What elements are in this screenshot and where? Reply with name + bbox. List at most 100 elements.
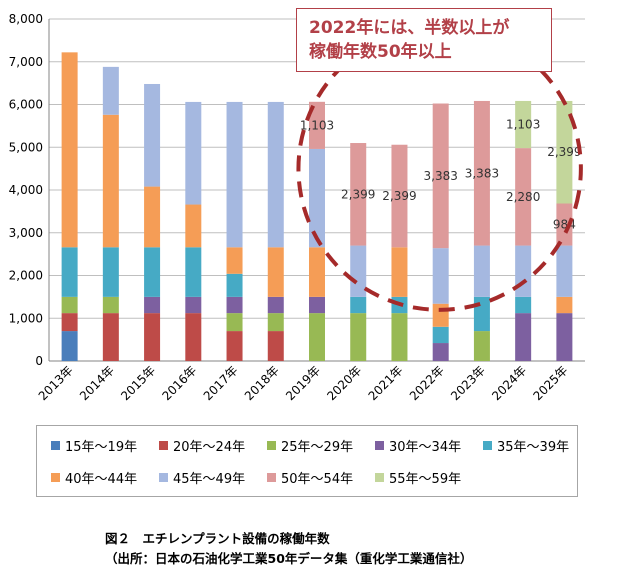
- bar-segment: [226, 247, 243, 274]
- figure-source: （出所：日本の石油化学工業50年データ集（重化学工業通信社）: [105, 551, 473, 566]
- legend-label: 15年～19年: [65, 440, 138, 455]
- bar-segment: [102, 114, 119, 248]
- bar-segment: [226, 101, 243, 248]
- x-tick-label: 2014年: [77, 363, 117, 403]
- bar-segment: [515, 245, 532, 297]
- y-tick-label: 8,000: [9, 12, 43, 26]
- bar-segment: [267, 313, 284, 332]
- bar-segment: [515, 313, 532, 361]
- legend-swatch: [159, 473, 168, 482]
- legend-swatch: [267, 473, 276, 482]
- bar-segment: [102, 313, 119, 361]
- bar-segment: [102, 296, 119, 314]
- bar-segment: [185, 247, 202, 297]
- bar-segment: [144, 83, 161, 187]
- figure-caption: 図２ エチレンプラント設備の稼働年数: [105, 531, 330, 546]
- bar-segment: [473, 245, 490, 297]
- stacked-bar-chart: 0 1,000 2,000 3,000 4,000 5,000 6,000 7,000 8,00…: [9, 12, 585, 403]
- bar-segment: [473, 331, 490, 361]
- bar-segment: [391, 144, 408, 248]
- y-tick-label: 6,000: [9, 98, 43, 112]
- legend-item: 30年～34年: [375, 436, 461, 455]
- bar-segment: [556, 100, 573, 204]
- bar-segment: [350, 143, 367, 246]
- bar-segment: [185, 101, 202, 205]
- bar-segment: [185, 204, 202, 248]
- legend-item: 50年～54年: [267, 468, 353, 487]
- bar-segment: [309, 247, 325, 297]
- bar-segment: [102, 247, 119, 297]
- bar-segment: [515, 296, 532, 314]
- legend-label: 55年～59年: [389, 472, 462, 487]
- chart-legend: 15年～19年 20年～24年 25年～29年 30年～34年 35年～39年 40年～4…: [36, 425, 578, 497]
- chart-area: 0 1,000 2,000 3,000 4,000 5,000 6,000 7,000 8,00…: [9, 12, 585, 403]
- bar-segment: [350, 245, 367, 297]
- bar-segment: [61, 313, 78, 332]
- bar-segment: [185, 296, 202, 314]
- x-tick-label: 2020年: [324, 363, 364, 403]
- x-tick-label: 2013年: [36, 363, 76, 403]
- annotation-callout: 2022年には、半数以上が 稼働年数50年以上: [296, 8, 552, 72]
- bar-segment: [61, 296, 78, 314]
- bar-segment: [556, 313, 573, 361]
- legend-item: 25年～29年: [267, 436, 353, 455]
- bar-segment: [473, 100, 490, 246]
- legend-swatch: [51, 441, 60, 450]
- legend-label: 30年～34年: [389, 440, 462, 455]
- callout-line-1: 2022年には、半数以上が: [309, 18, 510, 38]
- legend-label: 20年～24年: [173, 440, 246, 455]
- x-tick-label: 2018年: [242, 363, 282, 403]
- bar-segment: [350, 313, 367, 361]
- legend-label: 45年～49年: [173, 472, 246, 487]
- data-label: 2,399: [547, 145, 581, 159]
- data-label: 3,383: [424, 169, 458, 183]
- bar-segment: [350, 296, 367, 314]
- x-tick-label: 2023年: [448, 363, 488, 403]
- bar-segment: [61, 247, 78, 297]
- x-tick-label: 2017年: [201, 363, 241, 403]
- legend-item: 35年～39年: [483, 436, 569, 455]
- legend-item: 15年～19年: [51, 436, 137, 455]
- y-tick-label: 5,000: [9, 140, 43, 154]
- legend-item: 20年～24年: [159, 436, 245, 455]
- bar-segment: [226, 313, 243, 332]
- legend-swatch: [51, 473, 60, 482]
- legend-label: 40年～44年: [65, 472, 138, 487]
- data-label: 1,103: [300, 118, 334, 132]
- bar-segment: [267, 296, 284, 314]
- x-tick-label: 2022年: [407, 363, 447, 403]
- bar-segment: [267, 101, 284, 248]
- y-tick-label: 4,000: [9, 183, 43, 197]
- bar-segment: [556, 296, 573, 314]
- bar-segment: [391, 247, 408, 297]
- data-label: 2,399: [341, 187, 375, 201]
- bar-segment: [432, 343, 449, 361]
- bar-segment: [226, 296, 243, 314]
- callout-line-2: 稼働年数50年以上: [309, 42, 452, 62]
- bar-segment: [267, 247, 284, 297]
- bar-segment: [226, 273, 243, 297]
- y-tick-label: 1,000: [9, 311, 43, 325]
- bar-segment: [185, 313, 202, 361]
- legend-label: 25年～29年: [281, 440, 354, 455]
- data-label: 1,103: [506, 118, 540, 132]
- y-tick-label: 2,000: [9, 269, 43, 283]
- bar-segment: [309, 148, 325, 248]
- bar-segment: [309, 313, 325, 361]
- legend-label: 50年～54年: [281, 472, 354, 487]
- legend-item: 45年～49年: [159, 468, 245, 487]
- data-label: 2,280: [506, 190, 540, 204]
- x-tick-label: 2025年: [531, 363, 571, 403]
- x-tick-label: 2016年: [159, 363, 199, 403]
- y-tick-label: 0: [35, 354, 43, 368]
- data-label: 3,383: [465, 166, 499, 180]
- legend-swatch: [159, 441, 168, 450]
- y-tick-label: 7,000: [9, 55, 43, 69]
- legend-swatch: [483, 441, 492, 450]
- bar-segment: [144, 313, 161, 361]
- bar-segment: [391, 313, 408, 361]
- legend-swatch: [375, 473, 384, 482]
- bar-segment: [473, 296, 490, 332]
- legend-swatch: [375, 441, 384, 450]
- bar-segment: [144, 247, 161, 297]
